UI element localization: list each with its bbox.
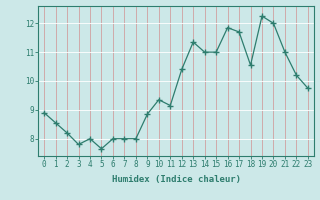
X-axis label: Humidex (Indice chaleur): Humidex (Indice chaleur) [111, 175, 241, 184]
